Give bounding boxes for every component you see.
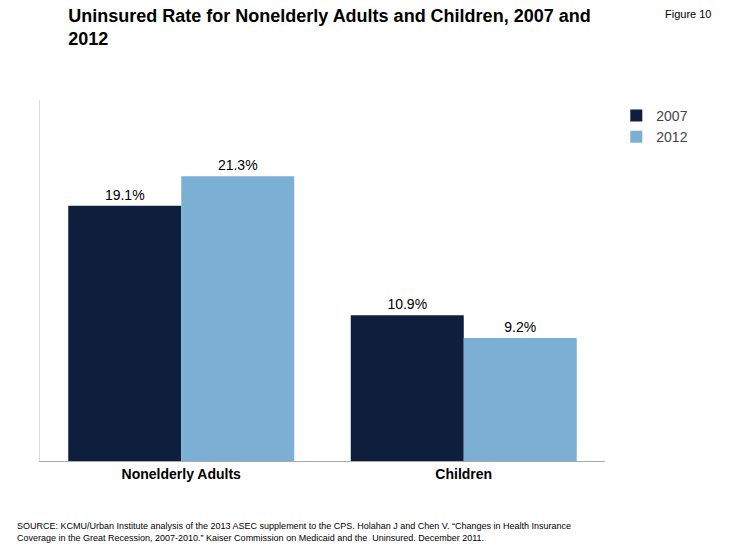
svg-text:Uninsured Rate for Nonelderly: Uninsured Rate for Nonelderly Adults and…: [68, 6, 590, 49]
svg-text:Figure 10: Figure 10: [665, 8, 711, 20]
svg-text:9.2%: 9.2%: [504, 319, 536, 335]
svg-text:Children: Children: [435, 466, 492, 482]
svg-text:21.3%: 21.3%: [218, 157, 258, 173]
svg-text:2007: 2007: [656, 108, 687, 124]
svg-text:19.1%: 19.1%: [105, 187, 145, 203]
svg-text:10.9%: 10.9%: [387, 296, 427, 312]
svg-text:Nonelderly Adults: Nonelderly Adults: [122, 466, 241, 482]
svg-text:2012: 2012: [656, 129, 687, 145]
svg-text:SOURCE: KCMU/Urban Institute a: SOURCE: KCMU/Urban Institute analysis of…: [17, 521, 571, 543]
